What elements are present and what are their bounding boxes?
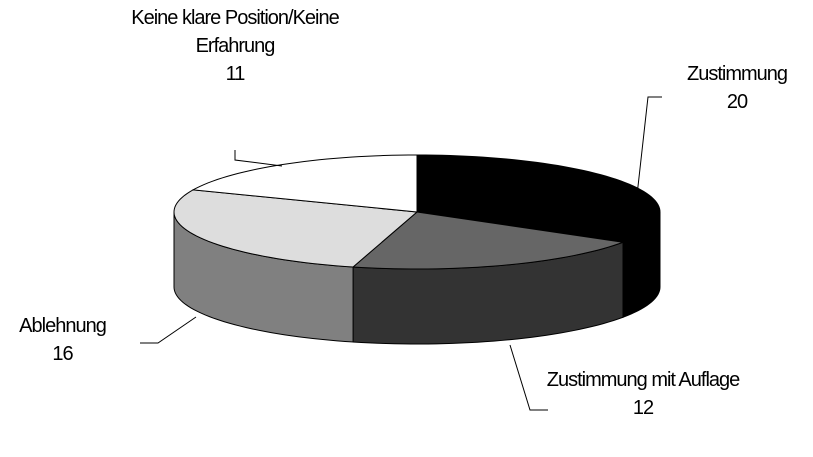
category-label: Zustimmung	[686, 63, 788, 85]
value-label: 12	[632, 397, 654, 419]
leader-line	[509, 344, 548, 411]
pie-slice	[191, 154, 418, 213]
data-label: Keine klare Position/Keine Erfahrung 11	[130, 4, 340, 88]
value-label: 11	[225, 63, 246, 85]
category-label: Ablehnung	[19, 315, 107, 337]
leader-line	[140, 316, 197, 344]
leader-line	[631, 96, 662, 241]
category-label: Zustimmung mit Auflage	[546, 369, 741, 391]
category-label: Keine klare Position/Keine Erfahrung	[131, 7, 339, 57]
data-label: Zustimmung 20	[662, 60, 812, 116]
data-label: Ablehnung 16	[0, 312, 125, 368]
pie-slice	[351, 211, 624, 270]
value-label: 16	[52, 343, 73, 365]
value-label: 20	[726, 91, 748, 113]
pie-slice	[173, 189, 419, 268]
data-label: Zustimmung mit Auflage 12	[528, 366, 758, 422]
leader-line	[234, 150, 283, 167]
